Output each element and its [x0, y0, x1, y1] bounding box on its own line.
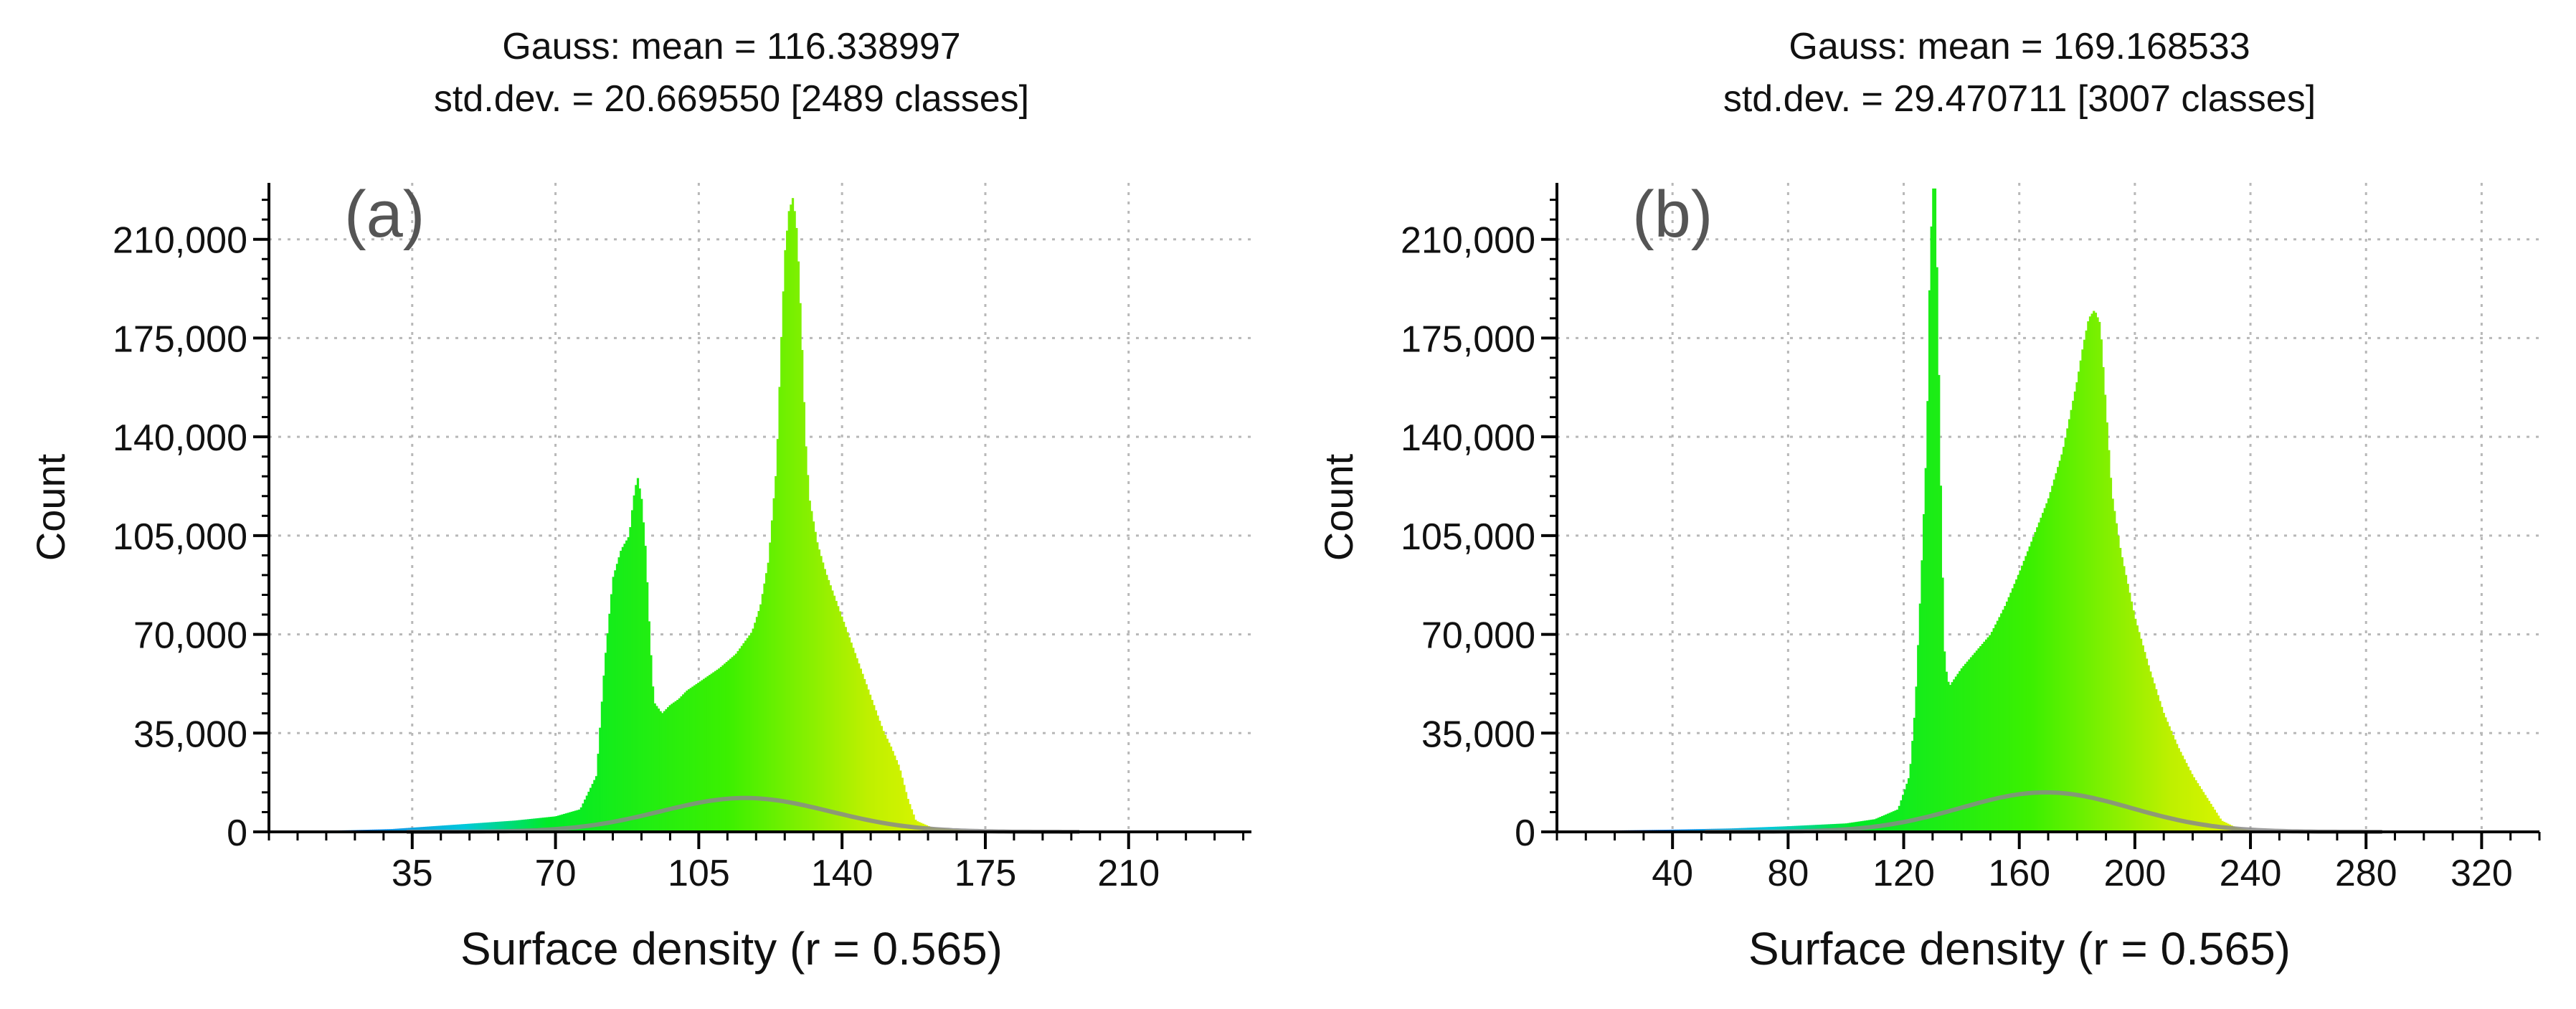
- y-tick-label: 210,000: [113, 220, 247, 262]
- x-tick-label: 140: [811, 853, 873, 894]
- x-tick-label: 40: [1652, 853, 1693, 894]
- y-tick-label: 140,000: [1401, 417, 1535, 459]
- x-tick-label: 80: [1767, 853, 1809, 894]
- x-tick-label: 240: [2220, 853, 2282, 894]
- x-tick-label: 120: [1872, 853, 1935, 894]
- x-axis-label: Surface density (r = 0.565): [1748, 923, 2291, 975]
- y-tick-label: 0: [1515, 813, 1535, 854]
- y-tick-label: 140,000: [113, 417, 247, 459]
- x-tick-label: 175: [955, 853, 1017, 894]
- x-tick-label: 200: [2103, 853, 2166, 894]
- x-tick-label: 210: [1097, 853, 1160, 894]
- chart-title-line2: std.dev. = 29.470711 [3007 classes]: [1723, 78, 2316, 120]
- y-tick-label: 210,000: [1401, 220, 1535, 262]
- y-tick-label: 35,000: [133, 714, 247, 755]
- y-axis-label: Count: [28, 453, 73, 561]
- chart-title-line1: Gauss: mean = 116.338997: [502, 26, 960, 67]
- x-tick-label: 105: [668, 853, 730, 894]
- y-tick-label: 35,000: [1421, 714, 1535, 755]
- histogram-chart-a: Gauss: mean = 116.338997 std.dev. = 20.66…: [0, 0, 1288, 1005]
- chart-panel-b: Gauss: mean = 169.168533 std.dev. = 29.47…: [1288, 0, 2576, 1005]
- panel-label: (b): [1632, 178, 1713, 251]
- chart-panel-a: Gauss: mean = 116.338997 std.dev. = 20.66…: [0, 0, 1288, 1005]
- x-tick-label: 280: [2335, 853, 2397, 894]
- x-tick-label: 160: [1988, 853, 2050, 894]
- y-tick-label: 70,000: [133, 615, 247, 657]
- y-tick-label: 70,000: [1421, 615, 1535, 657]
- y-axis-label: Count: [1316, 453, 1361, 561]
- x-axis-label: Surface density (r = 0.565): [460, 923, 1003, 975]
- chart-title-line2: std.dev. = 20.669550 [2489 classes]: [434, 78, 1029, 120]
- y-tick-label: 175,000: [113, 318, 247, 360]
- y-tick-label: 105,000: [1401, 516, 1535, 558]
- y-tick-label: 175,000: [1401, 318, 1535, 360]
- y-tick-label: 105,000: [113, 516, 247, 558]
- panel-label: (a): [344, 178, 425, 251]
- chart-title-line1: Gauss: mean = 169.168533: [1789, 26, 2250, 67]
- x-tick-label: 320: [2450, 853, 2513, 894]
- x-tick-label: 70: [535, 853, 577, 894]
- histogram-chart-b: Gauss: mean = 169.168533 std.dev. = 29.47…: [1288, 0, 2576, 1005]
- y-tick-label: 0: [227, 813, 247, 854]
- x-tick-label: 35: [392, 853, 433, 894]
